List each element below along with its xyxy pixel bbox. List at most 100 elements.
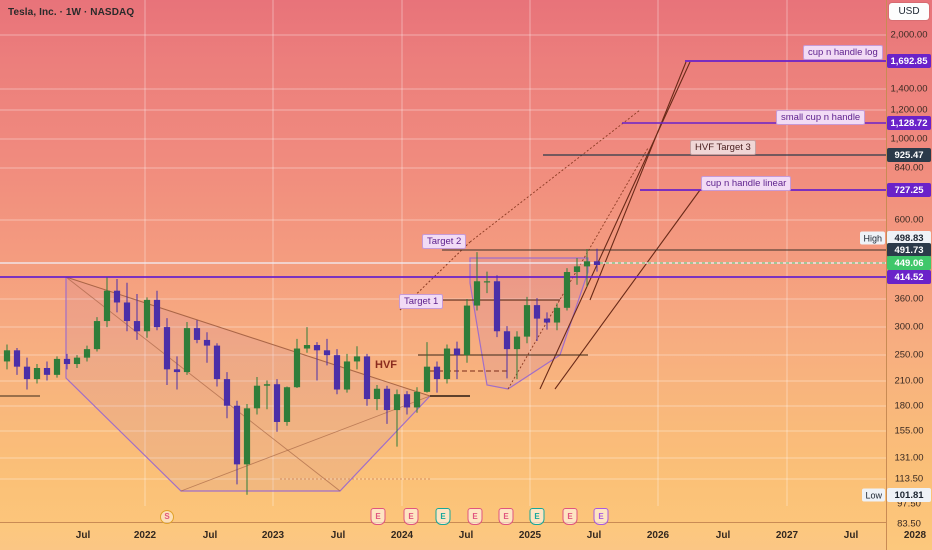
chart-canvas[interactable]: [0, 0, 886, 506]
candle-body: [93, 321, 101, 350]
candle-body: [313, 345, 321, 351]
time-tick: Jul: [458, 530, 474, 541]
candle-body: [593, 261, 601, 266]
candle-body: [143, 299, 151, 332]
horizontal-gridlines: [0, 34, 886, 480]
earnings-marker-icon[interactable]: E: [593, 508, 609, 525]
price-tick: 840.00: [894, 162, 924, 174]
vertical-gridlines: [144, 0, 788, 506]
candle-body: [383, 388, 391, 411]
price-tick: 2,000.00: [890, 29, 928, 41]
price-tick: 210.00: [894, 375, 924, 387]
candle-body: [323, 350, 331, 356]
candle-body: [3, 350, 11, 362]
candle-body: [563, 272, 571, 308]
price-tick: 300.00: [894, 321, 924, 333]
candle-body: [283, 387, 291, 422]
candle-body: [213, 345, 221, 380]
price-axis[interactable]: USD 2,000.00 1,400.00 1,200.00 1,000.00 840.…: [886, 0, 932, 550]
candle-body: [253, 385, 261, 409]
candle-body: [173, 369, 181, 373]
price-tick: 155.00: [894, 425, 924, 437]
chart-annotation-label[interactable]: HVF Target 3: [690, 140, 756, 155]
candle-body: [353, 356, 361, 362]
candle-body: [113, 290, 121, 303]
time-tick: Jul: [75, 530, 91, 541]
price-badge[interactable]: 1,692.85: [887, 54, 931, 68]
price-badge[interactable]: 414.52: [887, 270, 931, 284]
candle-body: [333, 355, 341, 390]
currency-badge[interactable]: USD: [889, 3, 929, 20]
chart-annotation-label[interactable]: cup n handle log: [803, 45, 883, 60]
hvf-dashed-line[interactable]: [280, 370, 510, 480]
candle-body: [473, 281, 481, 306]
candle-body: [223, 379, 231, 406]
price-badge[interactable]: 925.47: [887, 148, 931, 162]
time-axis[interactable]: Jul 2022 Jul 2023 Jul 2024 Jul 2025 Jul 2026 Jul 20…: [0, 522, 926, 550]
time-tick: 2024: [390, 530, 414, 541]
earnings-marker-icon[interactable]: E: [529, 508, 545, 525]
candle-body: [303, 345, 311, 349]
earnings-marker-icon[interactable]: E: [562, 508, 578, 525]
candle-body: [123, 302, 131, 322]
low-tag: Low: [862, 488, 885, 502]
candle-body: [503, 331, 511, 350]
price-tick: 600.00: [894, 214, 924, 226]
price-badge[interactable]: 498.83: [887, 231, 931, 245]
earnings-marker-icon[interactable]: E: [467, 508, 483, 525]
candle-body: [433, 366, 441, 380]
candle-body: [73, 357, 81, 365]
candle-body: [553, 307, 561, 323]
price-tick: 250.00: [894, 349, 924, 361]
candle-body: [513, 336, 521, 350]
chart-annotation-label[interactable]: Target 2: [422, 234, 467, 249]
price-badge[interactable]: 491.73: [887, 243, 931, 257]
time-tick: 2022: [133, 530, 157, 541]
earnings-marker-icon[interactable]: E: [498, 508, 514, 525]
chart-plot-area[interactable]: cup n handle log small cup n handle HVF Ta…: [0, 0, 886, 506]
candle-body: [83, 349, 91, 358]
price-tick: 1,200.00: [890, 104, 928, 116]
price-badge[interactable]: 449.06: [887, 256, 931, 270]
candle-body: [293, 348, 301, 388]
candle-body: [363, 356, 371, 400]
candle-body: [33, 367, 41, 380]
candle-body: [543, 318, 551, 323]
candle-body: [133, 321, 141, 332]
price-badge[interactable]: 727.25: [887, 183, 931, 197]
candlestick-series[interactable]: [3, 248, 601, 495]
candle-body: [23, 366, 31, 380]
earnings-marker-icon[interactable]: E: [403, 508, 419, 525]
high-tag: High: [860, 231, 885, 245]
time-tick: 2026: [646, 530, 670, 541]
price-tick: 131.00: [894, 452, 924, 464]
time-tick: Jul: [843, 530, 859, 541]
earnings-marker-icon[interactable]: E: [370, 508, 386, 525]
candle-body: [423, 366, 431, 392]
candle-body: [63, 358, 71, 365]
candle-body: [203, 339, 211, 346]
price-badge[interactable]: 101.81: [887, 488, 931, 502]
time-tick: Jul: [715, 530, 731, 541]
price-badge[interactable]: 1,128.72: [887, 116, 931, 130]
projection-lines[interactable]: [399, 61, 701, 390]
time-tick: 2023: [261, 530, 285, 541]
candle-body: [183, 328, 191, 373]
candle-body: [583, 261, 591, 267]
time-tick: Jul: [330, 530, 346, 541]
split-marker-icon[interactable]: S: [160, 510, 174, 524]
chart-annotation-label[interactable]: Target 1: [399, 294, 444, 309]
chart-annotation-label[interactable]: small cup n handle: [776, 110, 866, 125]
candle-body: [373, 388, 381, 400]
candle-body: [193, 328, 201, 340]
candle-body: [483, 281, 491, 283]
price-tick: 97.50: [897, 498, 921, 510]
page-title: Tesla, Inc. · 1W · NASDAQ: [8, 7, 135, 18]
candle-body: [153, 299, 161, 328]
earnings-marker-icon[interactable]: E: [435, 508, 451, 525]
chart-annotation-label[interactable]: cup n handle linear: [701, 176, 792, 191]
candle-body: [443, 348, 451, 380]
price-tick: 180.00: [894, 400, 924, 412]
